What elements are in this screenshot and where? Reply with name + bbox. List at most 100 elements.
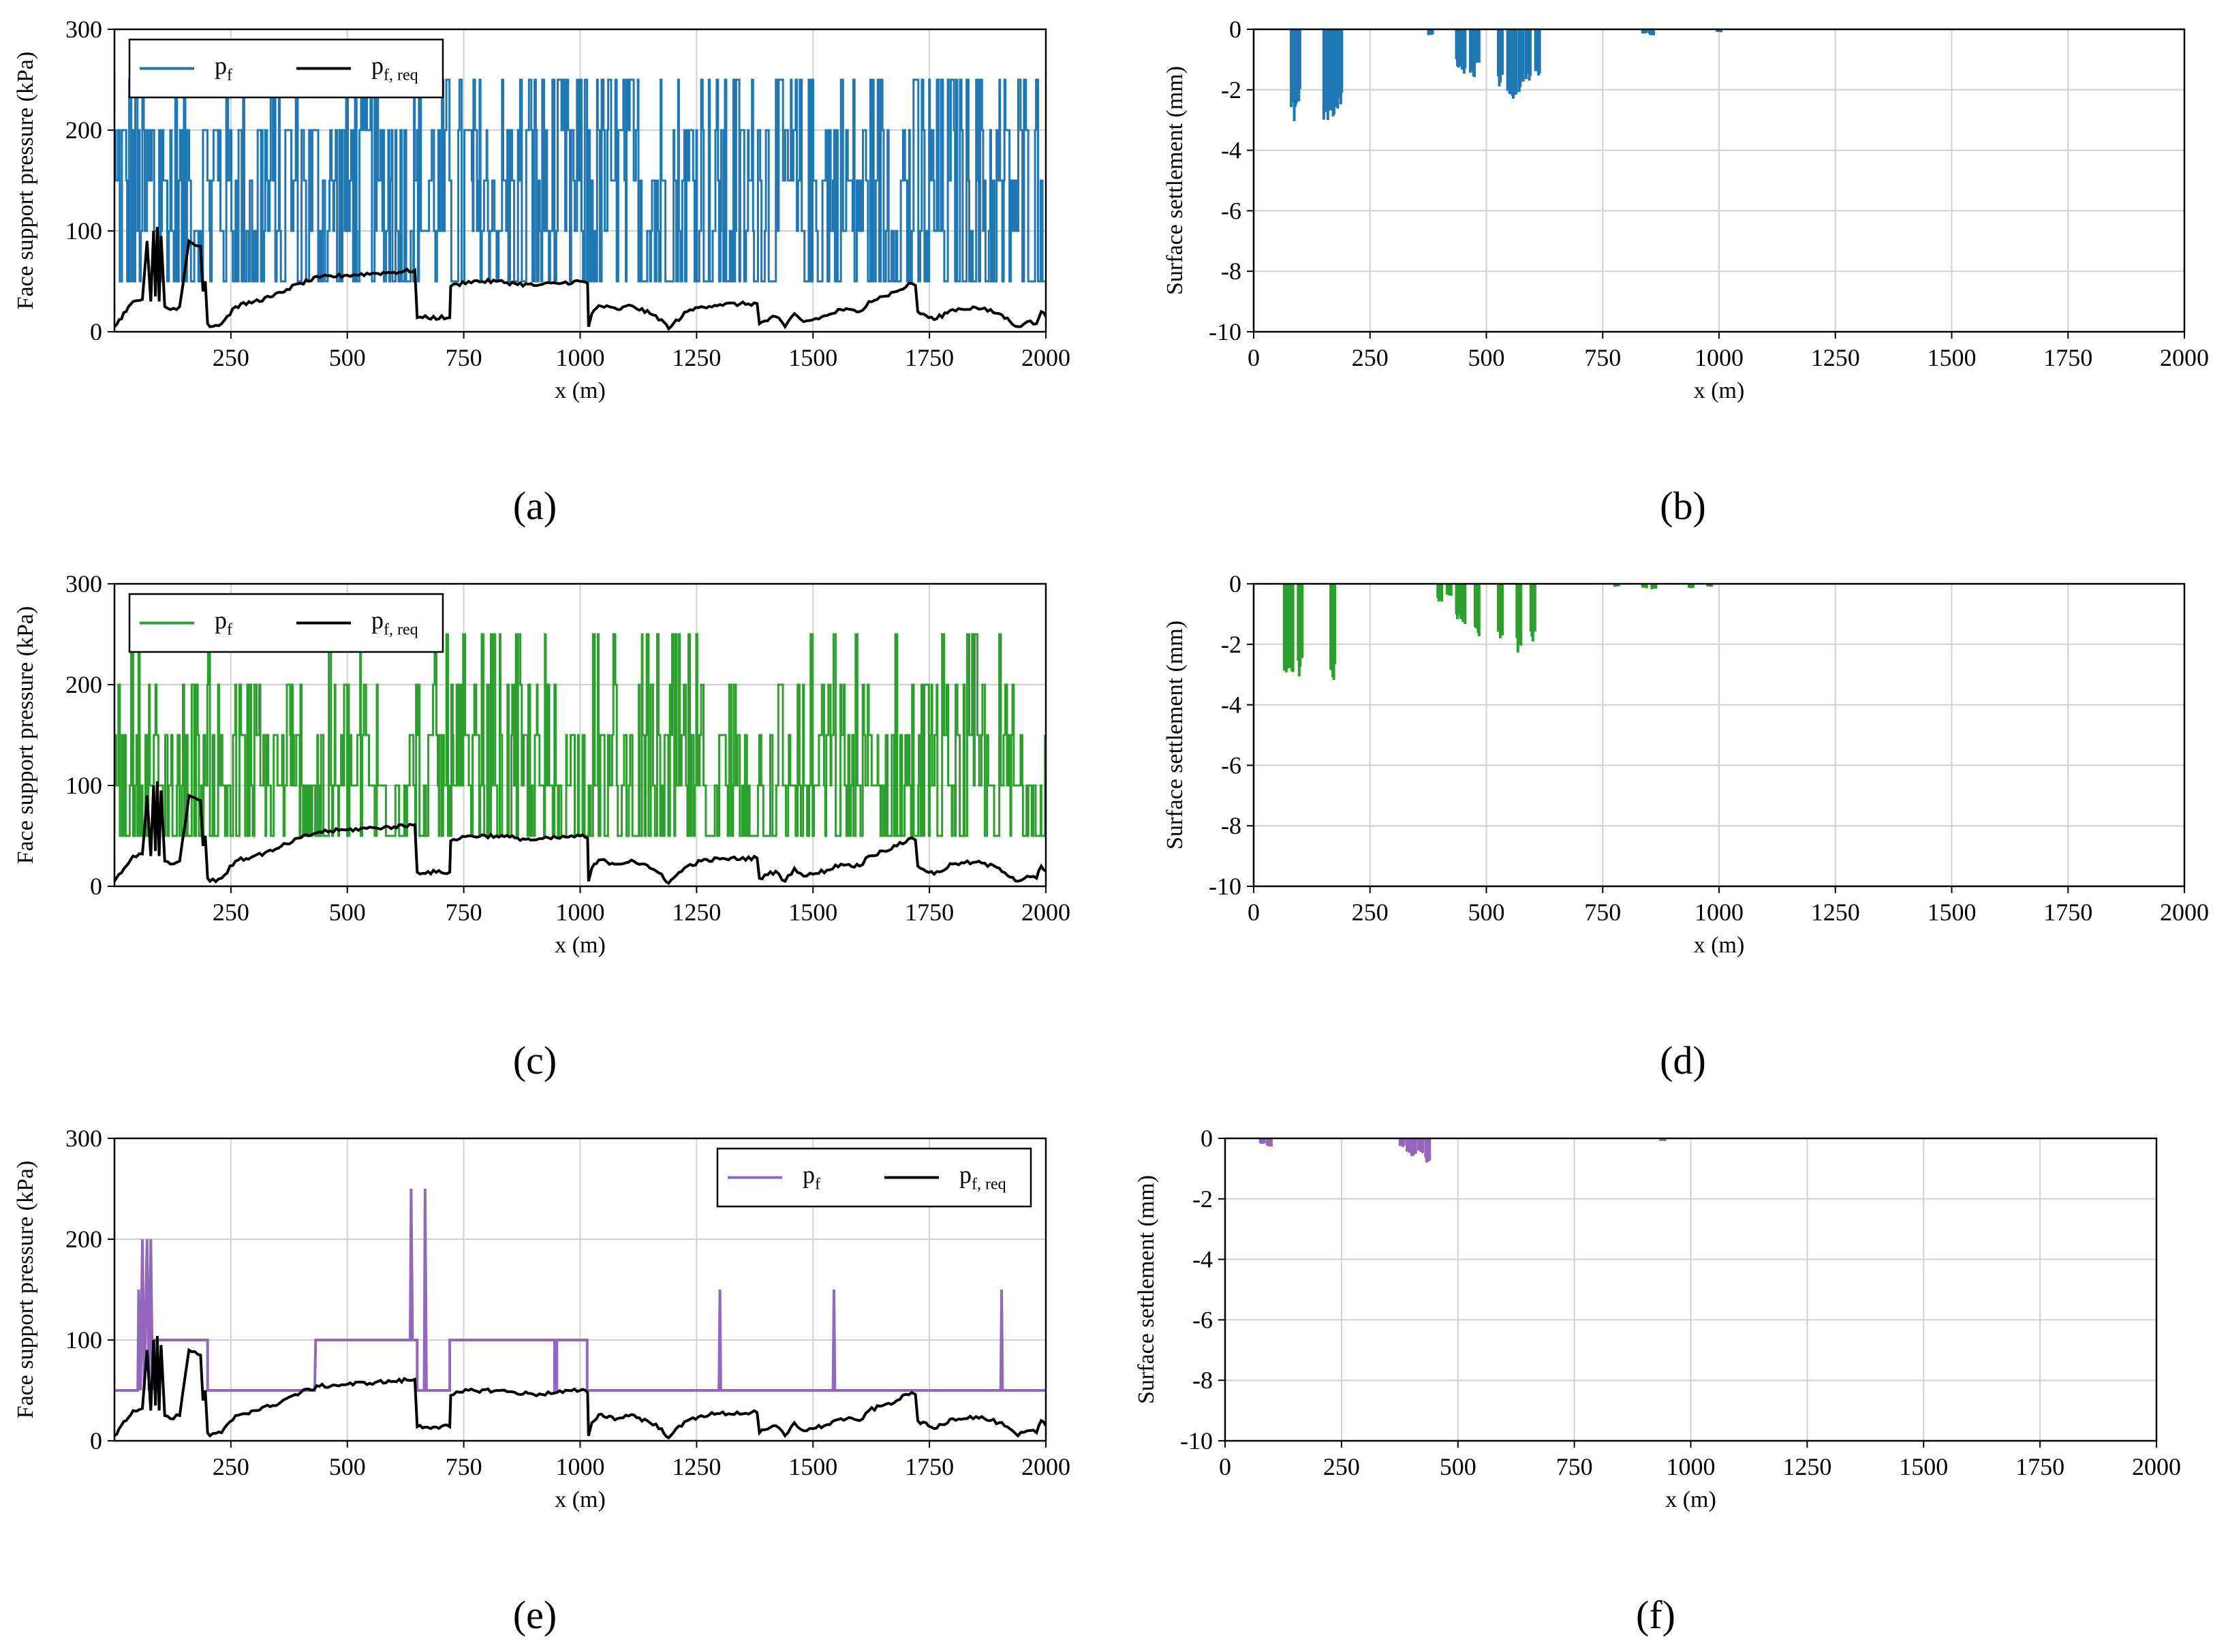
y-tick-label: 100	[65, 217, 102, 245]
x-tick-label: 500	[1440, 1453, 1476, 1480]
y-axis-label: Surface settlement (mm)	[1134, 1175, 1159, 1404]
x-tick-label: 500	[1468, 899, 1505, 926]
chart-panel-a: 250 500 750 1000 1250 1500 1750 2000 0 100 200 300 x…	[13, 16, 1070, 528]
y-tick-label: 200	[65, 671, 102, 698]
panel-caption: (d)	[1660, 1038, 1706, 1082]
x-tick-label: 750	[446, 344, 482, 371]
legend: pf pf, req	[128, 38, 444, 99]
panel-caption: (c)	[513, 1038, 557, 1082]
plot-area	[1254, 29, 2184, 121]
x-tick-label: 1500	[1928, 899, 1977, 926]
y-tick-label: -6	[1221, 751, 1241, 779]
legend-label-subscript: f, req	[972, 1176, 1006, 1194]
y-tick-label: -2	[1221, 76, 1241, 104]
legend: pf pf, req	[128, 593, 444, 653]
series-p-f-req-line	[114, 781, 1046, 886]
x-tick-label: 500	[329, 899, 366, 926]
x-tick-label: 1750	[905, 344, 954, 371]
y-tick-label: -4	[1221, 691, 1241, 719]
y-tick-label: 0	[1229, 16, 1241, 43]
chart-panel-e: 250 500 750 1000 1250 1500 1750 2000 0 100 200 300 x…	[13, 1125, 1070, 1637]
y-axis-label: Face support pressure (kPa)	[13, 1161, 38, 1419]
panel-caption: (b)	[1660, 484, 1706, 528]
legend-label-p-f: pf	[215, 607, 232, 639]
x-axis-label: x (m)	[1694, 378, 1745, 403]
legend-label-p-f-req: pf, req	[371, 52, 418, 84]
x-tick-label: 750	[1584, 344, 1621, 371]
x-tick-label: 250	[1323, 1453, 1360, 1480]
y-tick-label: 300	[65, 570, 102, 597]
panel-caption: (e)	[513, 1593, 557, 1637]
y-tick-label: 100	[65, 1326, 102, 1354]
legend-box	[128, 38, 444, 99]
y-tick-label: 0	[90, 318, 102, 345]
y-tick-label: 300	[65, 16, 102, 43]
series-p-f-req-line	[114, 227, 1046, 331]
x-tick-label: 1000	[556, 1453, 605, 1480]
x-tick-label: 1000	[556, 344, 605, 371]
y-tick-label: 0	[90, 873, 102, 900]
y-tick-label: -4	[1192, 1246, 1213, 1273]
x-tick-label: 1000	[556, 899, 605, 926]
plot-area	[114, 78, 1046, 331]
y-tick-label: 0	[90, 1427, 102, 1454]
x-tick-label: 2000	[2160, 344, 2209, 371]
x-tick-label: 1750	[905, 1453, 954, 1480]
legend-label-main: p	[803, 1162, 815, 1189]
x-tick-label: 1500	[788, 899, 837, 926]
plot-area	[1254, 584, 2184, 680]
x-tick-label: 1500	[788, 344, 837, 371]
x-tick-label: 1500	[1928, 344, 1977, 371]
legend-label-p-f: pf	[215, 52, 232, 84]
y-tick-label: -10	[1209, 318, 1241, 345]
chart-panel-c: 250 500 750 1000 1250 1500 1750 2000 0 100 200 300 x…	[13, 570, 1070, 1082]
legend-label-main: p	[371, 607, 384, 634]
x-tick-label: 1750	[2043, 899, 2092, 926]
x-axis-label: x (m)	[1694, 933, 1745, 958]
x-tick-label: 1250	[672, 1453, 721, 1480]
chart-panel-d: 0 250 500 750 1000 1250 1500 1750 2000 -10 -8 -6 -4 -…	[1162, 570, 2209, 1082]
legend-label-main: p	[215, 607, 227, 634]
x-axis-label: x (m)	[1665, 1487, 1716, 1512]
plot-area	[1225, 1138, 2156, 1163]
x-tick-label: 250	[213, 899, 249, 926]
x-tick-label: 0	[1248, 899, 1260, 926]
x-tick-label: 250	[213, 344, 249, 371]
y-tick-label: -2	[1221, 631, 1241, 658]
x-tick-label: 2000	[2160, 899, 2209, 926]
x-axis-label: x (m)	[555, 1487, 606, 1512]
x-tick-label: 500	[329, 1453, 366, 1480]
y-tick-label: -8	[1221, 812, 1241, 839]
x-tick-label: 750	[446, 899, 482, 926]
y-tick-label: 100	[65, 772, 102, 799]
legend-label-subscript: f	[227, 67, 232, 84]
x-tick-label: 1000	[1667, 1453, 1716, 1480]
series-p-f-line	[114, 1188, 1046, 1392]
legend-label-main: p	[959, 1162, 972, 1189]
legend-label-subscript: f	[815, 1176, 820, 1194]
x-tick-label: 2000	[2132, 1453, 2181, 1480]
x-axis-label: x (m)	[555, 378, 606, 403]
x-tick-label: 1250	[672, 899, 721, 926]
y-tick-label: 300	[65, 1125, 102, 1152]
x-tick-label: 250	[213, 1453, 249, 1480]
y-tick-label: -6	[1221, 197, 1241, 224]
x-axis-label: x (m)	[555, 933, 606, 958]
chart-panel-f: 0 250 500 750 1000 1250 1500 1750 2000 -10 -8 -6 -4 -…	[1134, 1125, 2181, 1637]
x-tick-label: 1250	[1811, 899, 1860, 926]
x-tick-label: 2000	[1021, 899, 1070, 926]
legend-label-p-f: pf	[803, 1162, 820, 1194]
legend-label-subscript: f, req	[384, 67, 418, 84]
plot-area	[114, 1188, 1046, 1440]
x-tick-label: 500	[329, 344, 366, 371]
y-axis-label: Surface settlement (mm)	[1162, 66, 1188, 295]
x-tick-label: 2000	[1021, 344, 1070, 371]
x-tick-label: 1250	[1782, 1453, 1831, 1480]
x-tick-label: 250	[1352, 344, 1389, 371]
x-tick-label: 250	[1352, 899, 1389, 926]
legend-label-main: p	[215, 52, 227, 80]
y-tick-label: 0	[1201, 1125, 1213, 1152]
x-tick-label: 1000	[1695, 344, 1744, 371]
panel-caption: (a)	[513, 484, 557, 528]
